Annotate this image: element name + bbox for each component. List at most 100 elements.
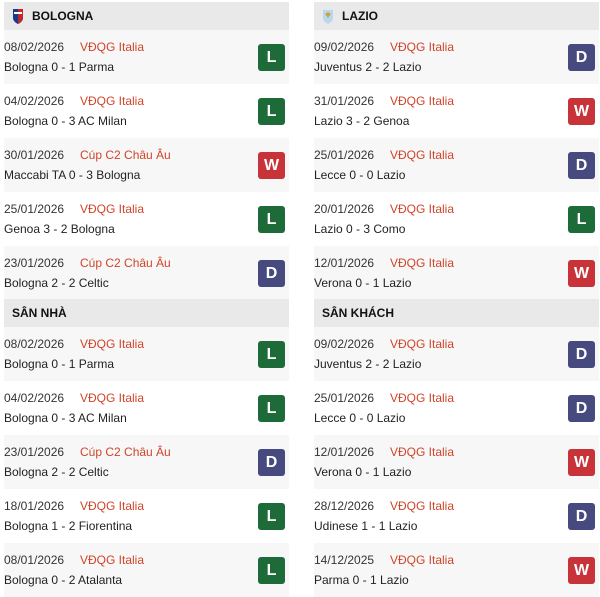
match-date: 08/02/2026 [4, 40, 65, 54]
match-date: 12/01/2026 [314, 445, 375, 459]
competition-link[interactable]: VĐQG Italia [80, 40, 145, 54]
match-score: Lazio 3 - 2 Genoa [314, 114, 410, 128]
match-score: Lecce 0 - 0 Lazio [314, 168, 406, 182]
away-header: SÂN KHÁCH [314, 299, 599, 327]
competition-link[interactable]: VĐQG Italia [390, 391, 455, 405]
competition-link[interactable]: VĐQG Italia [390, 337, 455, 351]
bologna-section: BOLOGNA 08/02/2026 VĐQG Italia Bologna 0 … [4, 2, 289, 300]
match-date: 08/02/2026 [4, 337, 65, 351]
result-badge: L [258, 395, 285, 422]
lazio-section: LAZIO 09/02/2026 VĐQG Italia Juventus 2 -… [314, 2, 599, 300]
competition-link[interactable]: VĐQG Italia [390, 445, 455, 459]
match-score: Verona 0 - 1 Lazio [314, 276, 412, 290]
competition-link[interactable]: VĐQG Italia [390, 202, 455, 216]
result-badge: W [568, 557, 595, 584]
match-row[interactable]: 04/02/2026 VĐQG Italia Bologna 0 - 3 AC M… [4, 84, 289, 138]
result-badge: L [568, 206, 595, 233]
result-badge: W [258, 152, 285, 179]
lazio-header: LAZIO [314, 2, 599, 30]
competition-link[interactable]: VĐQG Italia [80, 337, 145, 351]
match-row[interactable]: 31/01/2026 VĐQG Italia Lazio 3 - 2 Genoa … [314, 84, 599, 138]
home-header: SÂN NHÀ [4, 299, 289, 327]
match-date: 31/01/2026 [314, 94, 375, 108]
competition-link[interactable]: VĐQG Italia [390, 256, 455, 270]
competition-link[interactable]: Cúp C2 Châu Âu [80, 445, 171, 459]
competition-link[interactable]: VĐQG Italia [390, 40, 455, 54]
match-row[interactable]: 23/01/2026 Cúp C2 Châu Âu Bologna 2 - 2 C… [4, 435, 289, 489]
match-date: 25/01/2026 [314, 148, 375, 162]
match-score: Maccabi TA 0 - 3 Bologna [4, 168, 141, 182]
match-score: Bologna 0 - 3 AC Milan [4, 411, 127, 425]
result-badge: L [258, 206, 285, 233]
section-title: BOLOGNA [32, 9, 94, 23]
match-date: 25/01/2026 [4, 202, 65, 216]
competition-link[interactable]: VĐQG Italia [390, 94, 455, 108]
competition-link[interactable]: VĐQG Italia [80, 553, 145, 567]
result-badge: D [568, 341, 595, 368]
match-row[interactable]: 20/01/2026 VĐQG Italia Lazio 0 - 3 Como L [314, 192, 599, 246]
match-date: 09/02/2026 [314, 337, 375, 351]
match-score: Bologna 1 - 2 Fiorentina [4, 519, 133, 533]
match-row[interactable]: 23/01/2026 Cúp C2 Châu Âu Bologna 2 - 2 C… [4, 246, 289, 300]
result-badge: W [568, 449, 595, 476]
competition-link[interactable]: VĐQG Italia [390, 148, 455, 162]
result-badge: D [568, 395, 595, 422]
result-badge: D [568, 503, 595, 530]
match-date: 20/01/2026 [314, 202, 375, 216]
match-date: 23/01/2026 [4, 445, 65, 459]
competition-link[interactable]: VĐQG Italia [80, 94, 145, 108]
match-row[interactable]: 12/01/2026 VĐQG Italia Verona 0 - 1 Lazio… [314, 435, 599, 489]
match-row[interactable]: 12/01/2026 VĐQG Italia Verona 0 - 1 Lazio… [314, 246, 599, 300]
result-badge: L [258, 341, 285, 368]
match-row[interactable]: 04/02/2026 VĐQG Italia Bologna 0 - 3 AC M… [4, 381, 289, 435]
competition-link[interactable]: Cúp C2 Châu Âu [80, 256, 171, 270]
result-badge: L [258, 44, 285, 71]
match-score: Genoa 3 - 2 Bologna [4, 222, 115, 236]
match-score: Parma 0 - 1 Lazio [314, 573, 409, 587]
lazio-logo-icon [323, 10, 333, 24]
match-row[interactable]: 25/01/2026 VĐQG Italia Lecce 0 - 0 Lazio … [314, 381, 599, 435]
competition-link[interactable]: VĐQG Italia [390, 499, 455, 513]
match-score: Udinese 1 - 1 Lazio [314, 519, 418, 533]
match-score: Bologna 0 - 1 Parma [4, 357, 115, 371]
result-badge: D [258, 260, 285, 287]
match-row[interactable]: 09/02/2026 VĐQG Italia Juventus 2 - 2 Laz… [314, 327, 599, 381]
competition-link[interactable]: VĐQG Italia [80, 202, 145, 216]
result-badge: D [568, 152, 595, 179]
result-badge: W [568, 260, 595, 287]
result-badge: L [258, 503, 285, 530]
match-score: Verona 0 - 1 Lazio [314, 465, 412, 479]
match-row[interactable]: 08/01/2026 VĐQG Italia Bologna 0 - 2 Atal… [4, 543, 289, 597]
match-date: 08/01/2026 [4, 553, 65, 567]
match-row[interactable]: 25/01/2026 VĐQG Italia Lecce 0 - 0 Lazio … [314, 138, 599, 192]
section-title: SÂN NHÀ [12, 306, 67, 320]
match-row[interactable]: 18/01/2026 VĐQG Italia Bologna 1 - 2 Fior… [4, 489, 289, 543]
section-title: SÂN KHÁCH [322, 306, 394, 320]
match-date: 30/01/2026 [4, 148, 65, 162]
competition-link[interactable]: Cúp C2 Châu Âu [80, 148, 171, 162]
section-title: LAZIO [342, 9, 378, 23]
match-date: 25/01/2026 [314, 391, 375, 405]
competition-link[interactable]: VĐQG Italia [390, 553, 455, 567]
match-score: Bologna 0 - 2 Atalanta [4, 573, 123, 587]
match-row[interactable]: 08/02/2026 VĐQG Italia Bologna 0 - 1 Parm… [4, 327, 289, 381]
match-date: 12/01/2026 [314, 256, 375, 270]
result-badge: D [258, 449, 285, 476]
match-row[interactable]: 09/02/2026 VĐQG Italia Juventus 2 - 2 Laz… [314, 30, 599, 84]
match-row[interactable]: 08/02/2026 VĐQG Italia Bologna 0 - 1 Parm… [4, 30, 289, 84]
match-score: Bologna 2 - 2 Celtic [4, 276, 109, 290]
match-row[interactable]: 14/12/2025 VĐQG Italia Parma 0 - 1 Lazio … [314, 543, 599, 597]
home-section: SÂN NHÀ 08/02/2026 VĐQG Italia Bologna 0 … [4, 299, 289, 597]
match-row[interactable]: 28/12/2026 VĐQG Italia Udinese 1 - 1 Lazi… [314, 489, 599, 543]
match-row[interactable]: 25/01/2026 VĐQG Italia Genoa 3 - 2 Bologn… [4, 192, 289, 246]
match-score: Lecce 0 - 0 Lazio [314, 411, 406, 425]
result-badge: D [568, 44, 595, 71]
match-date: 14/12/2025 [314, 553, 375, 567]
match-date: 04/02/2026 [4, 391, 65, 405]
away-section: SÂN KHÁCH 09/02/2026 VĐQG Italia Juventus… [314, 299, 599, 597]
competition-link[interactable]: VĐQG Italia [80, 391, 145, 405]
match-score: Bologna 0 - 3 AC Milan [4, 114, 127, 128]
match-row[interactable]: 30/01/2026 Cúp C2 Châu Âu Maccabi TA 0 - … [4, 138, 289, 192]
competition-link[interactable]: VĐQG Italia [80, 499, 145, 513]
match-date: 04/02/2026 [4, 94, 65, 108]
